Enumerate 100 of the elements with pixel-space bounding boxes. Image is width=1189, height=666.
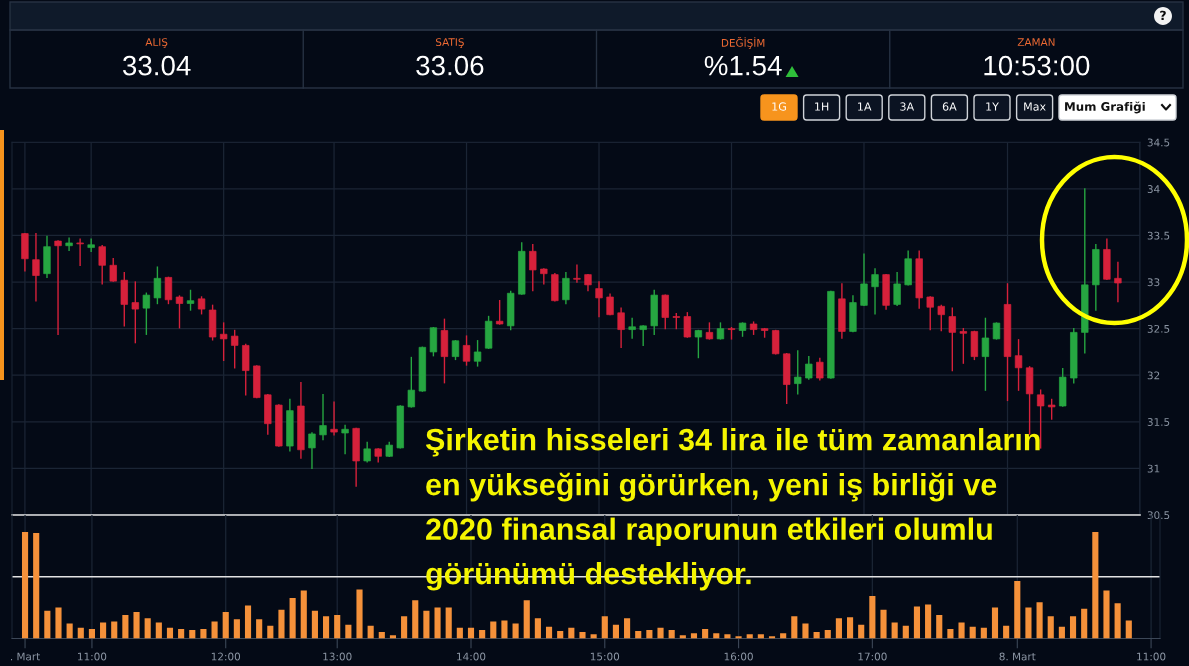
bar [913,606,921,639]
x-tick-label: 13:00 [323,652,352,661]
candlestick [816,357,824,381]
bar [969,626,976,639]
candlestick [1114,261,1122,303]
bar [601,616,608,639]
bar [256,619,263,639]
candlestick [76,238,84,266]
bar [233,619,240,639]
bar [657,627,664,639]
candlestick [231,329,239,369]
text: 1Y [986,102,999,111]
bar [702,628,709,639]
candlestick [893,272,901,307]
bar [378,632,385,639]
bar [980,627,987,639]
bar [902,625,909,639]
candlestick [164,276,173,305]
bar [178,628,185,639]
candlestick [981,317,990,391]
bar [189,629,196,639]
candlestick [341,424,349,455]
candlestick [319,394,327,441]
bar [501,620,508,639]
candlestick [639,325,647,347]
bar [791,616,798,639]
x-tick-label: 12:00 [211,652,241,661]
candlestick [142,292,151,335]
bar [1047,616,1054,639]
x-tick-label: 8. Mart [999,652,1036,661]
bar [869,595,876,639]
candlestick [1048,398,1056,420]
text: 3A [900,102,915,111]
bar [300,590,307,639]
candlestick [495,300,504,325]
bar [367,625,374,639]
text: 10:53:00 [984,55,1090,76]
bar [813,632,820,639]
bar [323,616,330,639]
y-tick-label: 31 [1147,464,1160,473]
bar [479,629,486,639]
candlestick [153,266,162,305]
candlestick [617,307,625,348]
x-tick-label: . Mart [10,652,40,661]
bar [21,532,29,639]
candlestick [959,327,968,364]
candlestick [65,237,73,252]
bar [847,617,854,639]
text: 1G [772,102,786,111]
bar [523,600,530,639]
candlestick [1014,339,1023,391]
candlestick [683,312,691,338]
bar [545,626,553,639]
text: 33.06 [416,55,484,76]
y-tick-label: 33.5 [1147,231,1170,240]
bar [289,598,296,639]
text: ? [1160,10,1166,20]
candlestick [529,244,537,292]
bar [668,629,675,639]
candlestick [407,356,415,408]
text: DEĞİŞİM [721,37,765,49]
y-tick-label: 32.5 [1147,324,1170,333]
y-tick-label: 33 [1147,278,1160,287]
bar [278,609,285,639]
bar [166,627,174,639]
y-tick-label: 32 [1147,371,1160,380]
bar [1081,608,1088,639]
bar [267,625,274,639]
bar [456,627,463,639]
bar [713,633,720,639]
bar [624,618,631,639]
candlestick [937,304,945,332]
bar [1092,532,1099,639]
candlestick [948,307,956,372]
candlestick [772,329,780,355]
candlestick [794,350,802,395]
bar [244,605,252,639]
bar [568,627,575,639]
candlestick [363,441,371,463]
bar [579,632,586,639]
candlestick [308,432,316,470]
candlestick [562,272,570,305]
x-tick-label: 11:00 [78,652,107,661]
text: Mum Grafiği [1065,101,1145,114]
text: %1.54 [704,55,782,76]
bar [958,622,965,639]
bar [88,628,95,639]
bar [880,609,887,639]
bar [445,607,452,639]
bar [356,589,363,639]
candlestick [661,294,669,330]
bar [222,611,229,639]
bar [802,623,809,639]
x-tick-label: 15:00 [590,652,620,661]
bar [1125,620,1132,639]
bar [44,610,51,639]
candlestick [330,401,338,436]
bar [780,633,787,639]
x-tick-label: 17:00 [858,652,887,661]
bar [590,634,597,639]
